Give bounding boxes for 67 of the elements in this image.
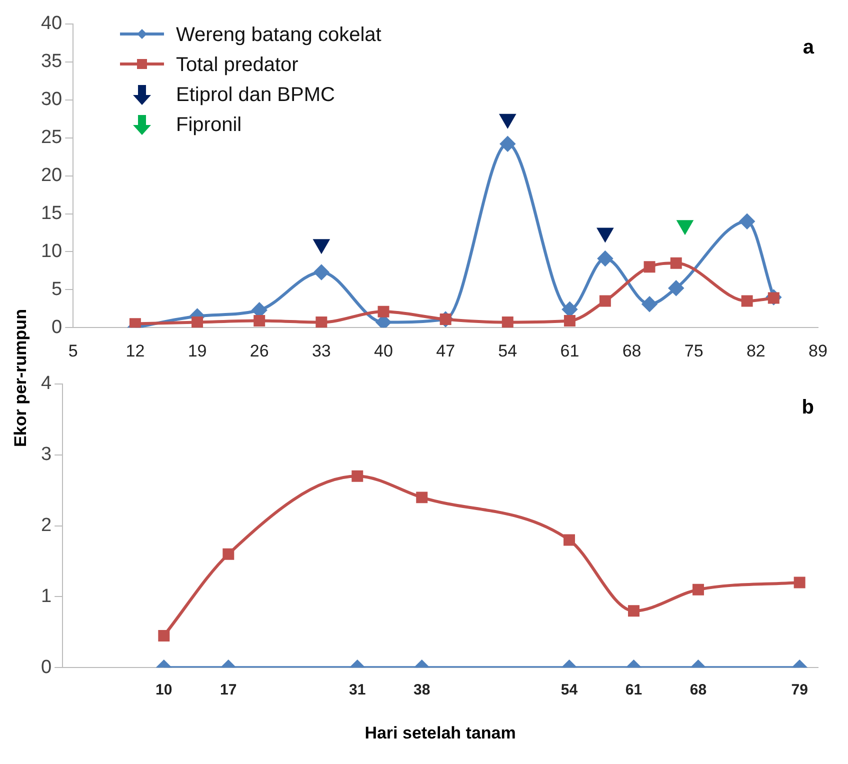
point xyxy=(692,584,704,596)
point xyxy=(500,136,516,152)
x-tick-label: 54 xyxy=(498,341,518,360)
point xyxy=(741,295,753,307)
point xyxy=(499,114,516,128)
x-tick-label: 89 xyxy=(808,341,828,360)
y-tick-label: 4 xyxy=(40,373,52,394)
x-tick-label: 10 xyxy=(156,682,172,699)
x-tick-label: 17 xyxy=(220,682,237,699)
y-tick-label: 30 xyxy=(40,89,62,110)
y-axis-title: Ekor per-rumpun xyxy=(11,309,31,447)
point xyxy=(192,316,204,328)
y-tick-label: 5 xyxy=(52,278,62,300)
point xyxy=(562,302,578,317)
x-tick-label: 40 xyxy=(374,341,393,360)
text: a xyxy=(802,36,815,59)
x-tick-label: 54 xyxy=(560,682,578,699)
y-tick-label: 2 xyxy=(40,515,52,536)
x-tick-label: 26 xyxy=(250,341,269,360)
point xyxy=(502,316,514,328)
y-tick-label: 0 xyxy=(52,316,62,338)
y-tick-label: 3 xyxy=(40,444,52,466)
y-tick-label: 15 xyxy=(40,202,62,224)
legend-label: Fipronil xyxy=(176,114,242,136)
point xyxy=(564,534,576,546)
point xyxy=(378,306,390,318)
x-tick-label: 5 xyxy=(68,341,78,360)
x-tick-label: 75 xyxy=(684,341,704,360)
point xyxy=(564,315,576,327)
point xyxy=(642,296,658,312)
legend-label: Etiprol dan BPMC xyxy=(176,84,335,106)
x-tick-label: 68 xyxy=(690,682,707,699)
point xyxy=(598,251,613,266)
text: b xyxy=(802,396,814,419)
y-tick-label: 25 xyxy=(40,127,62,148)
x-tick-label: 61 xyxy=(625,682,642,699)
x-tick-label: 31 xyxy=(349,682,366,699)
y-tick-label: 40 xyxy=(40,13,62,34)
legend-label: Wereng batang cokelat xyxy=(176,24,382,46)
x-tick-label: 38 xyxy=(414,682,430,699)
point xyxy=(599,295,611,307)
y-tick-label: 0 xyxy=(40,656,52,678)
point xyxy=(794,576,806,588)
x-axis-title: Hari setelah tanam xyxy=(364,723,516,742)
x-tick-label: 61 xyxy=(560,341,580,360)
x-tick-label: 82 xyxy=(746,341,766,360)
x-tick-label: 12 xyxy=(126,341,145,360)
y-tick-label: 10 xyxy=(40,240,62,262)
point xyxy=(314,264,329,280)
y-tick-label: 20 xyxy=(40,165,62,186)
x-tick-label: 68 xyxy=(622,341,642,360)
x-tick-label: 79 xyxy=(791,682,808,699)
point xyxy=(222,548,234,560)
point xyxy=(740,214,755,229)
point xyxy=(644,261,656,273)
legend-label: Total predator xyxy=(176,54,298,76)
point xyxy=(416,492,428,504)
point xyxy=(129,318,141,328)
x-tick-label: 33 xyxy=(312,341,331,360)
x-tick-label: 47 xyxy=(436,341,456,360)
y-tick-label: 35 xyxy=(40,51,62,72)
y-tick-label: 1 xyxy=(40,586,52,607)
point xyxy=(254,315,266,327)
point xyxy=(316,316,328,328)
point xyxy=(668,280,684,296)
x-tick-label: 19 xyxy=(188,341,207,360)
point xyxy=(670,257,682,269)
